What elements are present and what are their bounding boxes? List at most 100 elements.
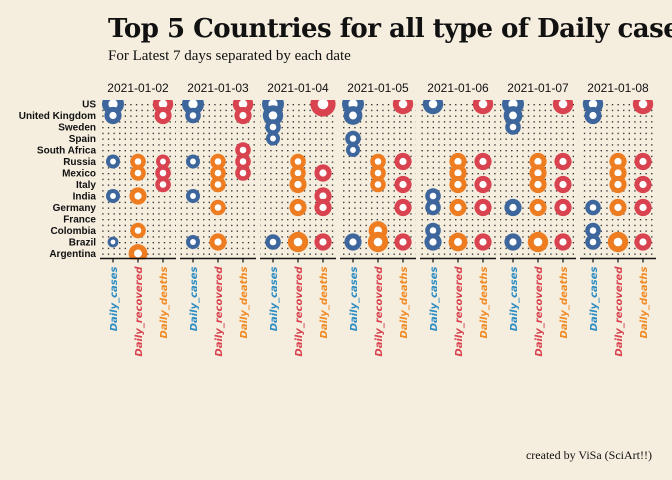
marker-hole (534, 169, 542, 177)
marker-hole (268, 111, 278, 120)
x-tick-label-daily_recovered: Daily_recovered (214, 266, 225, 357)
strip-label: 2021-01-05 (347, 81, 409, 95)
marker-hole (239, 158, 247, 165)
marker-hole (134, 249, 142, 258)
panel-2021-01-04: 2021-01-04 Daily_cases Daily_recovered Dail… (260, 81, 336, 357)
marker-hole (534, 157, 542, 166)
marker-hole (374, 181, 382, 188)
marker-hole (108, 100, 118, 109)
marker-hole (214, 238, 222, 246)
marker-hole (638, 100, 648, 109)
marker-hole (239, 146, 247, 154)
marker-hole (639, 238, 647, 246)
x-tick-label-daily_cases: Daily_cases (349, 266, 360, 331)
x-tick-label-daily_deaths: Daily_deaths (559, 266, 570, 338)
marker-hole (589, 204, 597, 211)
marker-hole (110, 158, 116, 165)
marker-hole (374, 158, 382, 165)
marker-hole (189, 112, 197, 119)
marker-hole (319, 192, 327, 200)
marker-hole (639, 180, 647, 189)
marker-hole (559, 157, 567, 166)
marker-hole (294, 203, 302, 212)
marker-hole (159, 181, 167, 188)
marker-hole (238, 100, 248, 109)
marker-hole (479, 157, 487, 166)
y-tick-label: Mexico (62, 169, 96, 180)
marker-hole (454, 180, 462, 189)
x-tick-label-daily_deaths: Daily_deaths (479, 266, 490, 338)
marker-hole (349, 238, 357, 246)
marker-hole (214, 181, 222, 188)
x-tick-label-daily_cases: Daily_cases (429, 266, 440, 331)
marker-hole (399, 203, 407, 212)
marker-hole (239, 169, 247, 177)
marker-hole (294, 158, 302, 165)
marker-hole (214, 158, 222, 165)
marker-hole (134, 158, 142, 165)
y-tick-label: France (63, 215, 96, 226)
marker-hole (134, 192, 142, 200)
x-tick-label-daily_recovered: Daily_recovered (454, 266, 465, 357)
marker-hole (349, 135, 357, 142)
marker-hole (534, 180, 542, 189)
y-tick-label: Spain (69, 134, 96, 145)
y-tick-label: Argentina (49, 249, 96, 260)
marker-hole (134, 169, 142, 177)
marker-hole (614, 169, 622, 177)
marker-hole (319, 238, 327, 246)
x-tick-label-daily_recovered: Daily_recovered (614, 266, 625, 357)
strip-label: 2021-01-06 (427, 81, 489, 95)
y-tick-label: Germany (53, 203, 97, 214)
panel-2021-01-05: 2021-01-05 Daily_cases Daily_recovered Dail… (340, 81, 416, 357)
marker-hole (479, 180, 487, 189)
x-tick-label-daily_recovered: Daily_recovered (374, 266, 385, 357)
marker-hole (190, 193, 196, 199)
strip-label: 2021-01-04 (267, 81, 329, 95)
marker-hole (614, 157, 622, 166)
marker-hole (589, 238, 597, 246)
marker-hole (399, 238, 407, 246)
y-tick-label: India (73, 192, 97, 203)
caption: created by ViSa (SciArt!!) (525, 448, 652, 462)
marker-hole (559, 238, 567, 246)
marker-hole (533, 237, 543, 247)
marker-hole (588, 100, 598, 109)
marker-hole (160, 158, 166, 165)
panel-2021-01-02: 2021-01-02 Daily_cases Daily_recovered Dail… (100, 81, 176, 357)
marker-hole (319, 203, 327, 212)
marker-hole (454, 169, 462, 177)
marker-hole (294, 169, 302, 177)
y-tick-label: Colombia (50, 226, 96, 237)
x-tick-label-daily_cases: Daily_cases (189, 266, 200, 331)
marker-hole (109, 111, 117, 120)
marker-hole (159, 111, 167, 120)
marker-hole (158, 100, 168, 109)
x-tick-label-daily_deaths: Daily_deaths (639, 266, 650, 338)
marker-hole (613, 237, 623, 247)
strip-label: 2021-01-07 (507, 81, 569, 95)
y-tick-label: South Africa (37, 146, 97, 157)
marker-hole (159, 169, 167, 177)
panel-2021-01-08: 2021-01-08 Daily_cases Daily_recovered Dail… (580, 81, 656, 357)
marker-hole (479, 203, 487, 212)
marker-hole (293, 237, 303, 247)
marker-hole (559, 180, 567, 189)
marker-hole (509, 111, 517, 120)
marker-hole (454, 203, 462, 212)
marker-hole (429, 204, 437, 211)
chart-title: Top 5 Countries for all type of Daily ca… (108, 14, 672, 44)
chart-subtitle: For Latest 7 days separated by each date (108, 48, 351, 64)
marker-hole (559, 203, 567, 212)
marker-hole (399, 180, 407, 189)
marker-hole (454, 238, 462, 246)
marker-hole (110, 239, 116, 245)
marker-hole (509, 203, 517, 212)
x-tick-label-daily_recovered: Daily_recovered (134, 266, 145, 357)
panel-2021-01-03: 2021-01-03 Daily_cases Daily_recovered Dail… (180, 81, 256, 357)
marker-hole (239, 111, 247, 120)
x-tick-label-daily_cases: Daily_cases (509, 266, 520, 331)
y-tick-label: United Kingdom (19, 111, 96, 122)
marker-hole (398, 100, 408, 109)
y-tick-label: Italy (76, 180, 96, 191)
